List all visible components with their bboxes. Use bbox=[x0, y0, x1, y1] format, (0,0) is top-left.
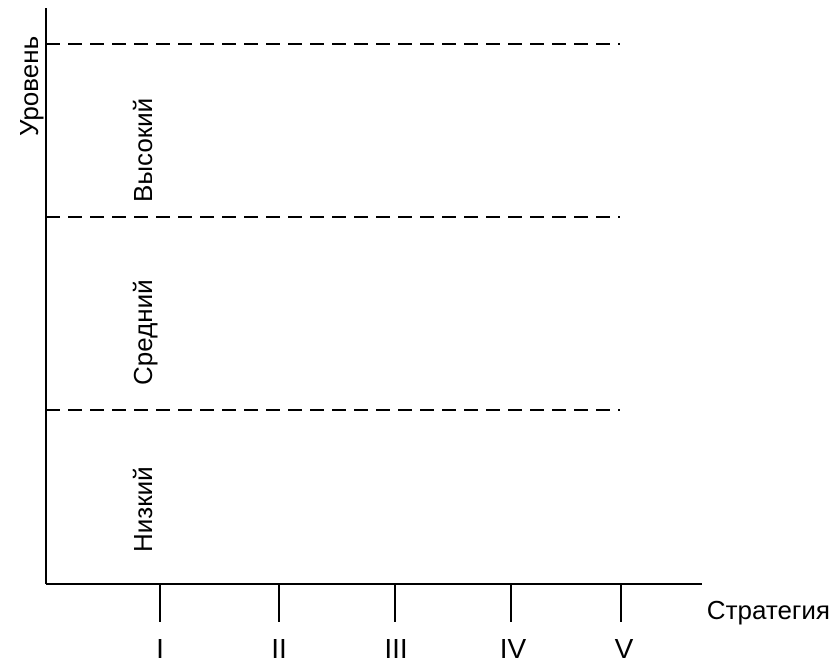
level-label-high: Высокий bbox=[128, 98, 158, 202]
y-axis-title: Уровень bbox=[14, 36, 44, 136]
strategy-label-5: V bbox=[615, 633, 634, 663]
level-label-low: Низкий bbox=[128, 466, 158, 552]
strategy-label-1: I bbox=[156, 633, 164, 663]
x-axis-title: Стратегия bbox=[707, 595, 830, 625]
level-label-medium: Средний bbox=[128, 279, 158, 385]
strategy-label-2: II bbox=[271, 633, 287, 663]
strategy-label-4: IV bbox=[500, 633, 527, 663]
strategy-label-3: III bbox=[384, 633, 407, 663]
